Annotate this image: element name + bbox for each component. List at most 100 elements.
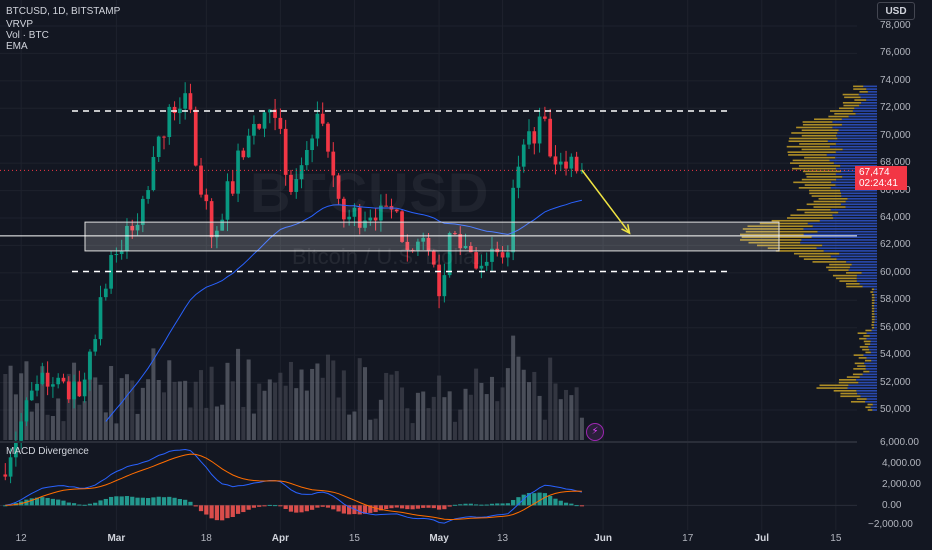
macd-axis-label: 4,000.00 — [882, 458, 921, 469]
volume-bar — [410, 423, 415, 440]
macd-histogram-bar — [61, 500, 66, 506]
profile-bar-up — [829, 263, 852, 266]
profile-bar-up — [871, 294, 875, 296]
macd-axis-label: 0.00 — [882, 500, 902, 511]
profile-bar-up — [801, 134, 837, 137]
volume-bar — [109, 366, 114, 440]
indicator-vrvp[interactable]: VRVP — [6, 19, 34, 30]
profile-bar-down — [830, 255, 877, 258]
profile-bar-down — [851, 263, 877, 266]
lightning-icon[interactable]: ⚡ — [586, 423, 604, 441]
macd-histogram-bar — [553, 498, 558, 506]
profile-bar-up — [802, 123, 842, 126]
volume-bar — [315, 363, 320, 440]
macd-histogram-bar — [66, 502, 71, 506]
candle-body — [45, 372, 50, 387]
candle-body — [453, 233, 457, 235]
macd-histogram-bar — [108, 496, 114, 506]
candle-body — [442, 275, 447, 297]
macd-histogram-bar — [45, 497, 50, 506]
macd-histogram-bar — [442, 505, 447, 510]
pane-divider[interactable] — [0, 441, 857, 443]
macd-histogram-bar — [473, 504, 479, 506]
volume-bar — [246, 359, 251, 440]
macd-histogram-bar — [220, 505, 225, 521]
profile-bar-up — [871, 313, 875, 315]
candle-body — [3, 474, 8, 477]
candle-body — [304, 150, 309, 166]
macd-histogram-bar — [246, 505, 251, 510]
profile-bar-up — [806, 176, 843, 178]
volume-bar — [463, 388, 468, 440]
candle-body — [405, 241, 410, 250]
volume-bar — [230, 381, 235, 440]
profile-bar-down — [874, 318, 877, 321]
volume-bar — [140, 387, 145, 440]
volume-bar — [236, 348, 241, 440]
profile-bar-down — [822, 244, 877, 247]
candle-body — [230, 181, 235, 194]
profile-bar-up — [871, 321, 875, 324]
profile-bar-up — [813, 206, 846, 208]
candle-body — [537, 116, 542, 144]
volume-bar — [257, 383, 262, 440]
macd-histogram-bar — [151, 497, 156, 506]
profile-bar-down — [869, 370, 877, 373]
profile-bar-up — [819, 384, 849, 387]
volume-bar — [220, 404, 225, 440]
candle-body — [146, 190, 150, 199]
profile-bar-up — [793, 181, 832, 184]
profile-bar-down — [867, 91, 877, 93]
profile-bar-up — [834, 112, 856, 115]
time-axis-label: 13 — [496, 533, 509, 544]
profile-bar-up — [859, 337, 867, 340]
macd-title[interactable]: MACD Divergence — [6, 446, 89, 457]
profile-bar-down — [845, 200, 877, 203]
macd-histogram-bar — [272, 505, 278, 507]
profile-bar-down — [835, 151, 877, 153]
macd-histogram-bar — [140, 497, 145, 506]
currency-button[interactable]: USD — [877, 2, 915, 20]
profile-bar-down — [863, 354, 877, 356]
profile-bar-down — [859, 376, 877, 378]
price-axis-label: 54,000 — [880, 349, 911, 361]
profile-bar-down — [870, 343, 877, 345]
candle-body — [199, 165, 203, 195]
profile-bar-up — [867, 403, 873, 406]
macd-histogram-bar — [431, 505, 436, 509]
profile-bar-up — [757, 244, 823, 247]
macd-histogram-bar — [458, 504, 463, 506]
candle-body — [252, 124, 256, 136]
volume-bar — [209, 366, 214, 440]
profile-bar-down — [854, 107, 877, 110]
profile-bar-down — [871, 359, 877, 362]
indicator-ema[interactable]: EMA — [6, 41, 28, 52]
candle-body — [532, 131, 537, 144]
profile-bar-down — [848, 384, 877, 387]
time-axis-label: May — [429, 533, 449, 544]
volume-bar — [124, 374, 129, 440]
time-axis-label: 15 — [830, 533, 842, 544]
volume-bar — [61, 421, 66, 440]
macd-histogram-bar — [447, 505, 452, 507]
macd-histogram-bar — [77, 504, 82, 506]
profile-bar-up — [771, 219, 820, 222]
volume-bar — [204, 407, 209, 440]
profile-bar-up — [857, 332, 867, 334]
macd-histogram-bar — [521, 494, 526, 506]
candle-body — [564, 161, 568, 169]
price-axis-label: 74,000 — [880, 74, 911, 86]
macd-histogram-bar — [251, 505, 257, 508]
candle-body — [506, 252, 510, 258]
symbol-title[interactable]: BTCUSD, 1D, BITSTAMP — [6, 6, 121, 17]
macd-histogram-bar — [320, 505, 325, 507]
volume-bar — [548, 357, 553, 440]
profile-bar-down — [856, 379, 877, 381]
profile-bar-down — [856, 277, 877, 280]
macd-histogram-bar — [267, 504, 272, 506]
candle-body — [130, 225, 135, 231]
profile-bar-down — [874, 299, 877, 302]
macd-histogram-bar — [505, 503, 510, 506]
indicator-volume[interactable]: Vol · BTC — [6, 30, 49, 41]
